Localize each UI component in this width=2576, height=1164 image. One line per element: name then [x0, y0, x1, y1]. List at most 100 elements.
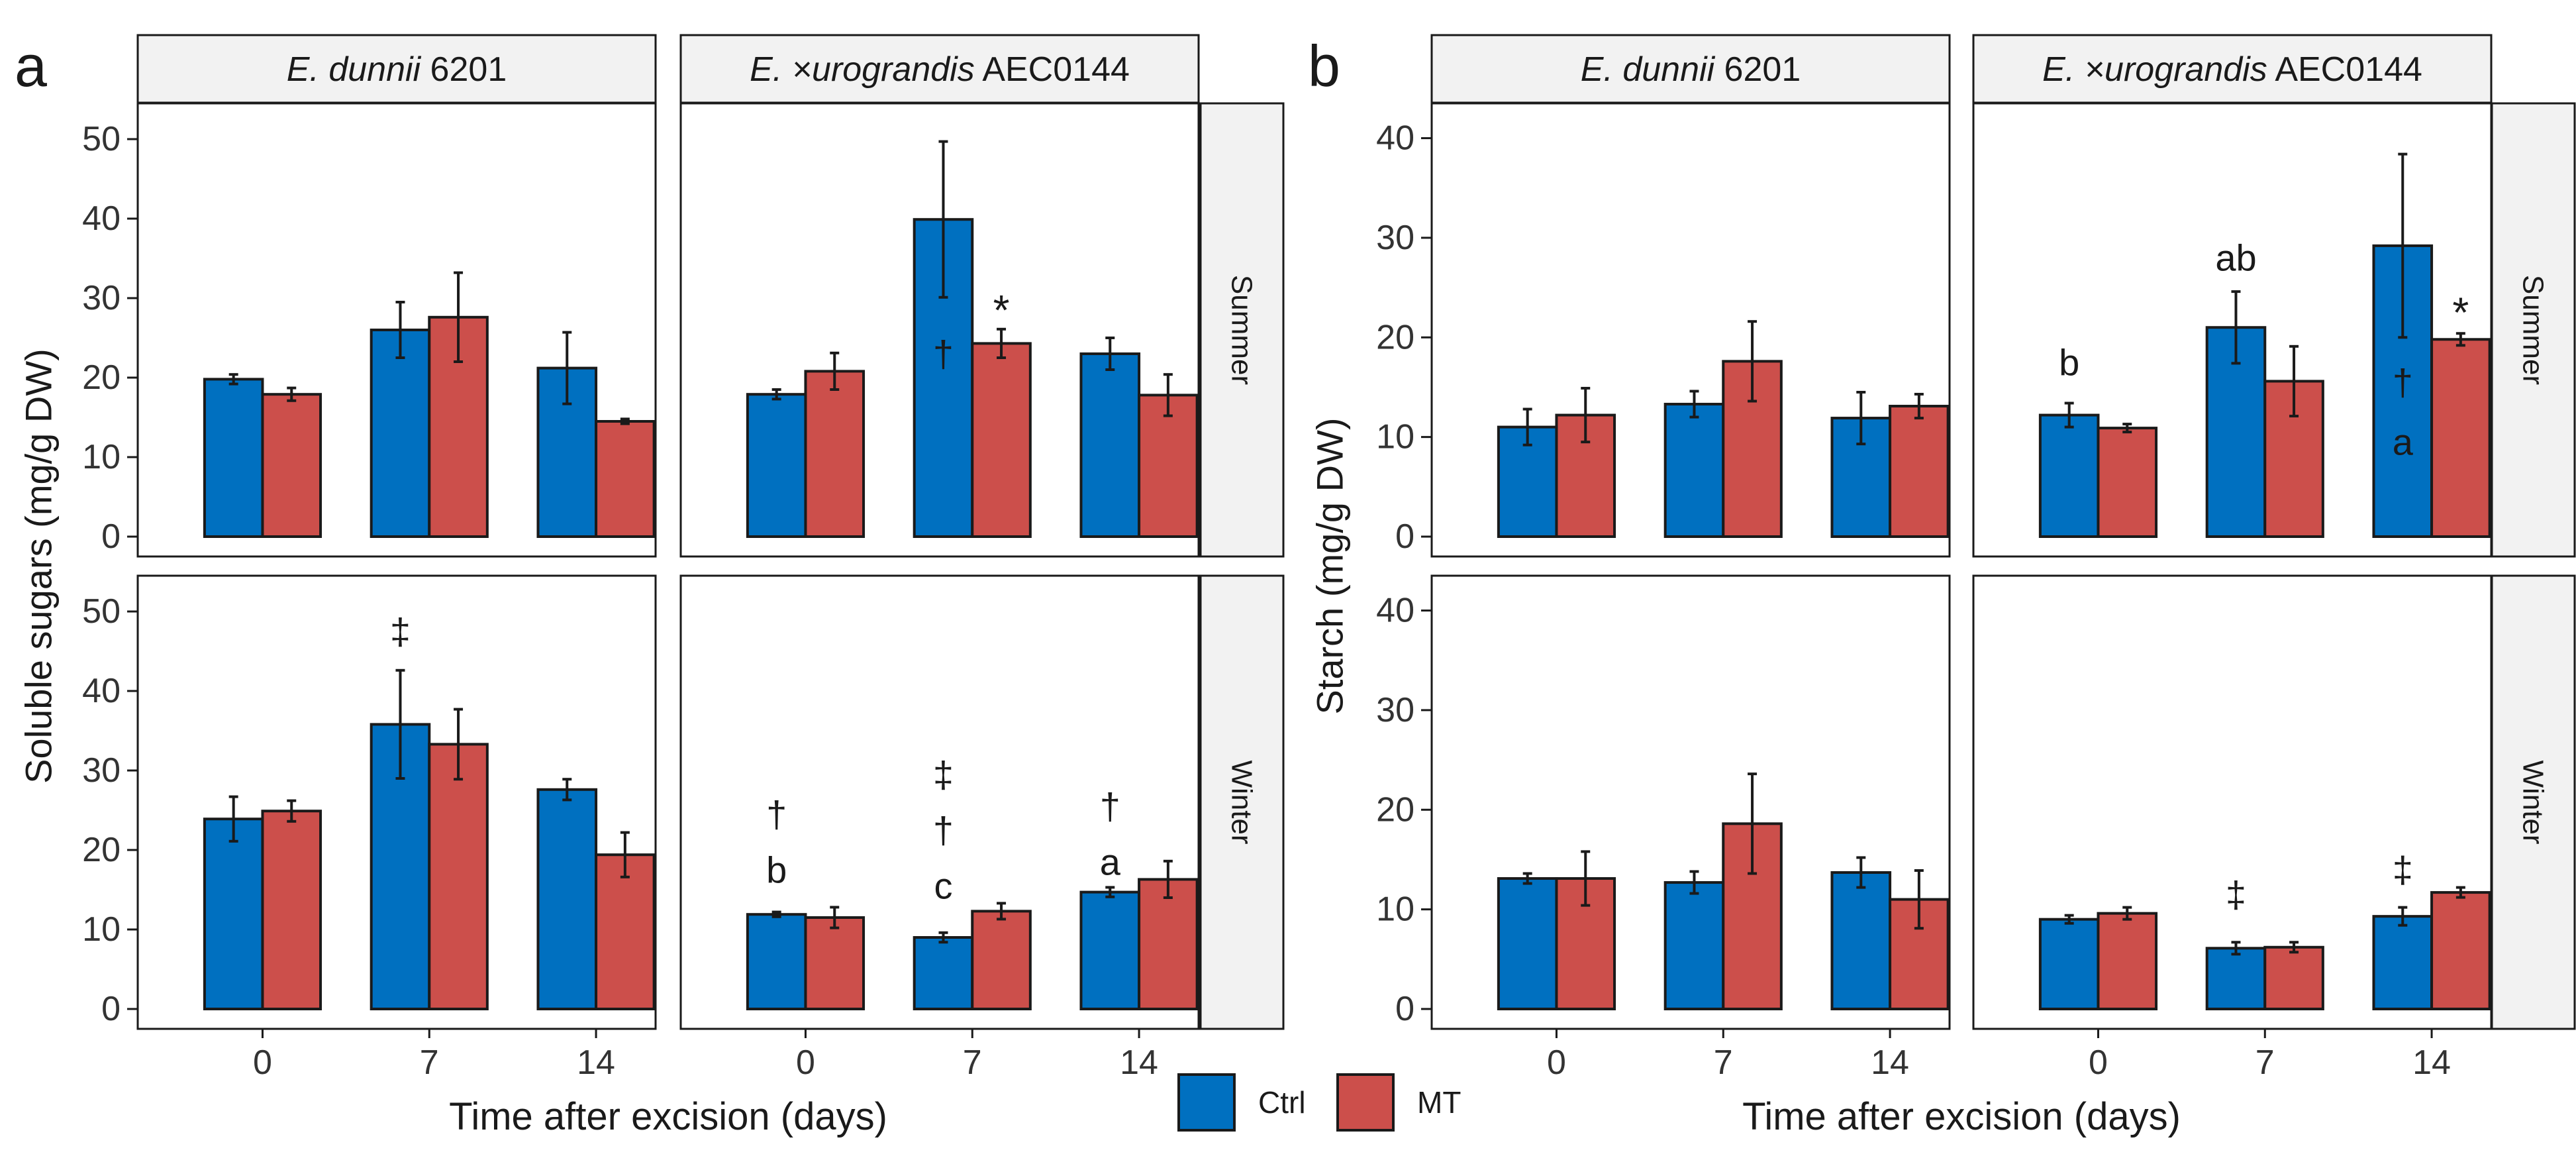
column-strip-2: E. ×urograndis AEC0144	[679, 34, 1200, 105]
mt-bar	[428, 743, 489, 1011]
significance-label: a	[1100, 841, 1121, 883]
column-strip-label: E. dunnii 6201	[287, 50, 507, 89]
mt-bar	[2097, 427, 2158, 538]
x-tick-label: 0	[253, 1043, 272, 1082]
row-strip-label: Winter	[1226, 760, 1258, 844]
column-strip-1: E. dunnii 6201	[1430, 34, 1951, 105]
ctrl-bar	[1663, 881, 1725, 1011]
mt-bar	[2097, 912, 2158, 1010]
x-tick-label: 0	[796, 1043, 815, 1082]
ctrl-bar	[203, 378, 264, 539]
mt-bar	[1889, 898, 1950, 1010]
y-tick-label: 10	[1376, 890, 1414, 929]
y-tick-label: 40	[82, 199, 121, 238]
facet-summer-col-2: b ab † a *	[1972, 102, 2493, 558]
mt-bar	[1889, 405, 1950, 538]
column-strip-2: E. ×urograndis AEC0144	[1972, 34, 2493, 105]
x-tick-label: 7	[1714, 1043, 1733, 1082]
facet-winter-col-1: ‡	[136, 574, 657, 1030]
x-axis-col-2: 0 7 14	[796, 1029, 1158, 1082]
x-axis-col-1: 0 7 14	[1547, 1029, 1909, 1082]
column-strip-label: E. dunnii 6201	[1581, 50, 1801, 89]
row-strip-label: Summer	[2517, 275, 2550, 385]
mt-bar	[261, 393, 322, 539]
x-tick-label: 7	[2255, 1043, 2275, 1082]
legend-ctrl-swatch	[1177, 1073, 1236, 1132]
significance-label: ‡	[2393, 849, 2413, 890]
mt-bar	[1138, 394, 1199, 539]
panel-letter-a: a	[15, 33, 47, 99]
y-tick-label: 40	[1376, 119, 1414, 158]
y-tick-label: 30	[1376, 691, 1414, 729]
row-strip-winter: Winter	[1198, 574, 1285, 1030]
facet-summer-col-1	[136, 102, 657, 558]
y-tick-label: 0	[101, 990, 121, 1028]
significance-label: †	[2393, 361, 2413, 403]
y-tick-label: 30	[1376, 219, 1414, 257]
y-tick-label: 0	[1395, 517, 1414, 556]
facet-summer-col-1	[1430, 102, 1951, 558]
x-tick-label: 14	[577, 1043, 615, 1082]
mt-bar	[595, 420, 656, 538]
y-axis-winter: 0 10 20 30 40 50	[82, 592, 138, 1028]
y-tick-label: 20	[82, 358, 121, 397]
significance-label: a	[2393, 421, 2414, 463]
ctrl-bar	[370, 329, 431, 538]
y-tick-label: 20	[1376, 790, 1414, 829]
x-axis-col-2: 0 7 14	[2089, 1029, 2451, 1082]
column-strip-box	[136, 34, 657, 105]
row-strip-box	[2490, 102, 2576, 558]
x-tick-label: 14	[2412, 1043, 2451, 1082]
row-strip-label: Winter	[2517, 760, 2550, 844]
significance-label: b	[766, 849, 787, 891]
mt-bar	[971, 910, 1032, 1011]
mt-bar	[2263, 945, 2324, 1010]
ctrl-bar	[2205, 947, 2267, 1011]
ctrl-bar	[2372, 915, 2434, 1010]
significance-label: †	[766, 794, 787, 835]
y-axis-winter: 0 10 20 30 40	[1376, 592, 1432, 1028]
y-tick-label: 20	[82, 831, 121, 869]
column-strip-label: E. ×urograndis AEC0144	[750, 50, 1130, 89]
y-axis-summer: 0 10 20 30 40 50	[82, 120, 138, 556]
mt-bar	[1555, 877, 1616, 1010]
ctrl-bar	[1497, 877, 1558, 1010]
y-tick-label: 0	[1395, 990, 1414, 1028]
x-axis-title: Time after excision (days)	[1742, 1095, 2181, 1138]
y-tick-label: 30	[82, 751, 121, 790]
x-tick-label: 14	[1871, 1043, 1909, 1082]
legend-ctrl-label: Ctrl	[1258, 1085, 1306, 1120]
y-tick-label: 0	[101, 517, 121, 556]
ctrl-bar	[746, 393, 807, 539]
x-tick-label: 0	[2089, 1043, 2108, 1082]
y-axis-title: Starch (mg/g DW)	[1309, 417, 1351, 714]
clone-name: 6201	[1714, 50, 1801, 89]
x-axis-col-1: 0 7 14	[253, 1029, 615, 1082]
significance-label: ‡	[390, 611, 411, 653]
ctrl-bar	[2038, 413, 2100, 538]
ctrl-bar	[1079, 352, 1141, 538]
significance-label: b	[2059, 341, 2079, 383]
facet-summer-col-2: †*	[679, 102, 1200, 558]
y-tick-label: 30	[82, 279, 121, 317]
mt-bar	[595, 853, 656, 1010]
y-axis-summer: 0 10 20 30 40	[1376, 119, 1432, 556]
y-tick-label: 40	[82, 672, 121, 710]
significance-label: ‡	[933, 754, 954, 796]
row-strip-winter: Winter	[2489, 574, 2576, 1030]
y-axis-title: Soluble sugars (mg/g DW)	[18, 348, 60, 784]
y-tick-label: 50	[82, 120, 121, 158]
ctrl-bar	[536, 788, 598, 1011]
significance-label: ‡	[2226, 874, 2246, 916]
row-strip-label: Summer	[1226, 275, 1258, 385]
legend-mt-swatch	[1336, 1073, 1395, 1132]
clone-name: 6201	[421, 50, 507, 89]
significance-label: c	[934, 865, 952, 907]
panel-a: a E. dunnii 6201 E. ×urograndis AEC0144 Su…	[15, 33, 1285, 1138]
significance-label: *	[993, 286, 1010, 334]
significance-label: †	[933, 333, 954, 375]
column-strip-label: E. ×urograndis AEC0144	[2042, 50, 2422, 89]
species-name: E. dunnii	[1581, 50, 1716, 89]
x-tick-label: 7	[420, 1043, 439, 1082]
